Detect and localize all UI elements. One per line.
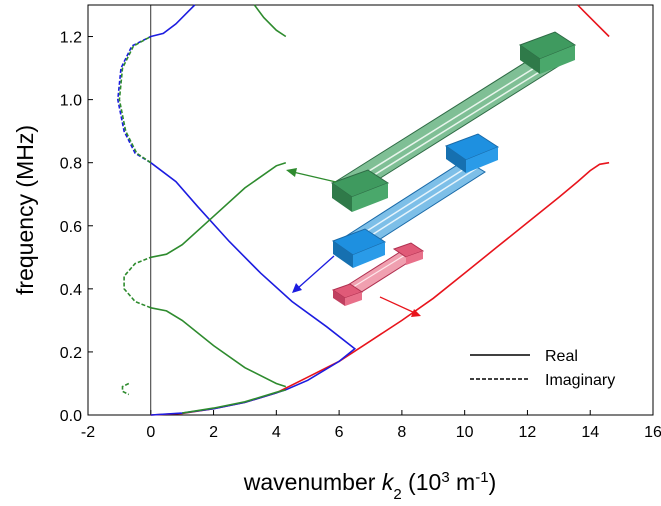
x-tick-label: 12 xyxy=(519,424,537,441)
y-tick-label: 0.0 xyxy=(60,408,82,425)
legend-label: Imaginary xyxy=(545,372,615,389)
curve xyxy=(182,389,287,414)
x-axis-label-part: wavenumber xyxy=(243,469,382,495)
curve xyxy=(150,161,287,259)
curve xyxy=(150,307,287,388)
y-tick-label: 1.0 xyxy=(60,93,82,110)
x-tick-label: 14 xyxy=(581,424,599,441)
plot-frame xyxy=(87,4,654,416)
curve xyxy=(253,4,287,38)
curve xyxy=(150,162,357,416)
x-axis-label-part: 2 xyxy=(393,486,401,503)
x-tick-label: 2 xyxy=(209,424,218,441)
y-tick-label: 1.2 xyxy=(60,30,82,47)
y-tick-label: 0.4 xyxy=(60,282,82,299)
x-axis-label-part: ) xyxy=(489,469,497,495)
x-axis-label-part: -1 xyxy=(475,469,488,486)
y-tick-label: 0.8 xyxy=(60,156,82,173)
y-tick-label: 0.2 xyxy=(60,345,82,362)
x-tick-label: 8 xyxy=(397,424,406,441)
x-axis-label-part: 3 xyxy=(441,469,449,486)
x-axis-label: wavenumber k2 (103 m-1) xyxy=(243,469,496,503)
x-tick-label: -2 xyxy=(81,424,95,441)
curve xyxy=(150,4,196,38)
curve xyxy=(121,382,130,396)
curve xyxy=(123,256,152,309)
x-tick-label: 6 xyxy=(335,424,344,441)
y-axis-label: frequency (MHz) xyxy=(12,125,38,295)
x-tick-label: 4 xyxy=(272,424,281,441)
x-axis-label-part: k xyxy=(382,469,395,495)
x-axis-label-part: (10 xyxy=(402,469,442,495)
curve xyxy=(577,4,610,38)
x-axis-label-part: m xyxy=(450,469,476,495)
insets xyxy=(286,31,577,317)
x-tick-label: 16 xyxy=(644,424,661,441)
curve xyxy=(116,35,152,164)
legend-label: Real xyxy=(545,348,578,365)
x-tick-label: 10 xyxy=(456,424,474,441)
x-tick-label: 0 xyxy=(146,424,155,441)
y-tick-label: 0.6 xyxy=(60,219,82,236)
curve xyxy=(118,35,152,164)
